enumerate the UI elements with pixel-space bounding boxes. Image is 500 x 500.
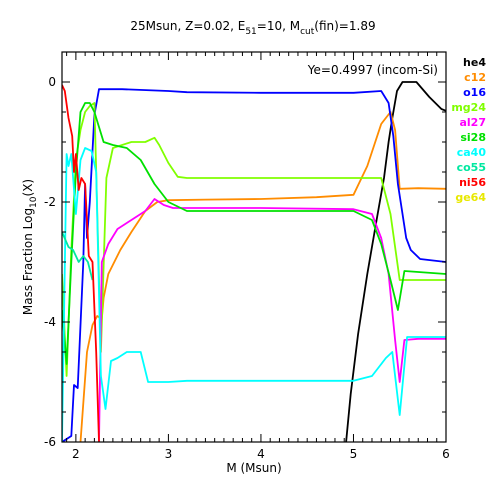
legend-item-c12: c12 — [464, 71, 486, 84]
title-e-sub: 51 — [245, 27, 256, 37]
y-axis-label: Mass Fraction Log10(X) — [21, 179, 39, 315]
x-tick-label: 6 — [442, 447, 450, 461]
legend-item-al27: al27 — [459, 116, 486, 129]
series-line-mg24 — [62, 102, 446, 377]
series-line-co55 — [62, 231, 94, 281]
series-line-ca40 — [62, 147, 446, 442]
legend-item-mg24: mg24 — [451, 101, 486, 114]
title-main: 25Msun, Z=0.02, E — [130, 19, 245, 33]
title-mid: =10, M — [257, 19, 300, 33]
legend-item-si28: si28 — [460, 131, 486, 144]
ticks-group: 2 3 4 5 6 0 -2 -4 -6 — [44, 51, 450, 461]
y-tick-label: -4 — [44, 315, 56, 329]
y-label-sub: 10 — [29, 196, 39, 208]
legend-item-o16: o16 — [463, 86, 486, 99]
series-line-c12 — [79, 111, 446, 442]
y-label-main: Mass Fraction Log — [21, 208, 35, 315]
x-tick-label: 4 — [257, 447, 265, 461]
x-tick-label: 2 — [72, 447, 80, 461]
series-line-he4 — [345, 81, 446, 442]
legend-item-co55: co55 — [457, 161, 486, 174]
series-line-al27 — [98, 198, 446, 442]
plot-frame — [61, 51, 447, 443]
chart-title: 25Msun, Z=0.02, E51=10, Mcut(fin)=1.89 — [130, 19, 375, 37]
series-line-si28 — [62, 102, 446, 365]
y-tick-label: -6 — [44, 435, 56, 449]
x-axis-label: M (Msun) — [226, 461, 281, 475]
y-tick-label: 0 — [48, 75, 56, 89]
y-label-end: (X) — [21, 179, 35, 197]
x-tick-label: 5 — [350, 447, 358, 461]
legend: he4 c12 o16 mg24 al27 si28 ca40 co55 ni56 ge64 — [451, 56, 486, 204]
legend-item-ge64: ge64 — [455, 191, 486, 204]
series-line-o16 — [62, 88, 446, 442]
title-end: (fin)=1.89 — [314, 19, 375, 33]
ye-annotation: Ye=0.4997 (incom-Si) — [307, 63, 438, 77]
x-tick-label: 3 — [165, 447, 173, 461]
legend-item-ca40: ca40 — [457, 146, 487, 159]
series-line-ni56 — [62, 84, 100, 442]
legend-item-ni56: ni56 — [459, 176, 486, 189]
series-group — [62, 81, 446, 442]
title-m-sub: cut — [300, 27, 315, 37]
y-tick-label: -2 — [44, 195, 56, 209]
legend-item-he4: he4 — [463, 56, 486, 69]
